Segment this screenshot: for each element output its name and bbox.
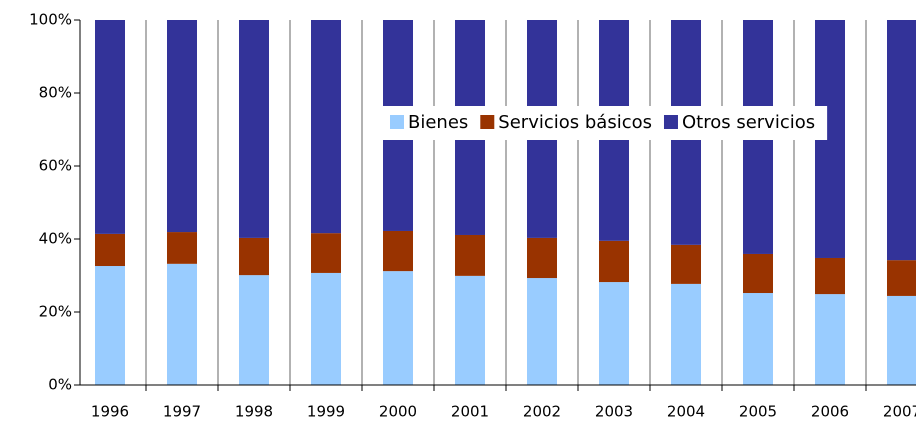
x-tick-label: 2002 [523, 403, 561, 421]
bar-segment [167, 20, 197, 233]
x-tick-label: 1997 [163, 403, 201, 421]
legend-label: Otros servicios [682, 112, 815, 133]
bar-segment [167, 263, 197, 385]
bar-segment [95, 266, 125, 385]
x-tick-label: 2005 [739, 403, 777, 421]
bar-segment [527, 237, 557, 279]
x-tick-label: 1998 [235, 403, 273, 421]
bar-segment [95, 233, 125, 267]
bar-segment [383, 271, 413, 385]
legend-swatch [480, 115, 495, 129]
bar-segment [239, 275, 269, 385]
legend: Bienes Servicios básicos Otros servicios [383, 106, 828, 140]
x-tick-label: 2003 [595, 403, 633, 421]
y-tick-label: 20% [39, 303, 72, 321]
bar-segment [167, 232, 197, 264]
x-tick-label: 2004 [667, 403, 705, 421]
bar-segment [95, 20, 125, 234]
bar-segment [311, 272, 341, 385]
x-tick-label: 2001 [451, 403, 489, 421]
x-tick-label: 1996 [91, 403, 129, 421]
bar-segment [527, 278, 557, 385]
bar-segment [671, 283, 701, 385]
y-tick-label: 40% [39, 230, 72, 248]
legend-label: Bienes [408, 112, 468, 133]
bar-segment [743, 253, 773, 294]
bar-segment [455, 234, 485, 276]
x-tick-label: 2006 [811, 403, 849, 421]
bar-segment [887, 295, 916, 385]
bar-segment [239, 237, 269, 276]
bar-segment [887, 20, 916, 261]
x-tick-label: 2000 [379, 403, 417, 421]
bar-segment [311, 20, 341, 234]
x-tick-label: 2007 [883, 403, 916, 421]
bar-segment [311, 233, 341, 273]
bar-segment [671, 244, 701, 284]
x-tick-label: 1999 [307, 403, 345, 421]
bar-segment [599, 282, 629, 385]
bar-segment [239, 20, 269, 238]
legend-box [383, 106, 828, 140]
bar-segment [743, 293, 773, 385]
y-tick-label: 100% [29, 11, 72, 29]
legend-swatch [663, 115, 678, 129]
bar-segment [383, 230, 413, 272]
bar-segment [815, 294, 845, 385]
y-tick-label: 60% [39, 157, 72, 175]
legend-swatch [390, 115, 404, 129]
y-tick-label: 0% [48, 376, 72, 394]
legend-label: Servicios básicos [498, 112, 652, 133]
bar-segment [887, 260, 916, 296]
y-tick-label: 80% [39, 84, 72, 102]
bar-segment [599, 240, 629, 283]
bar-segment [815, 257, 845, 295]
bar-segment [455, 275, 485, 385]
